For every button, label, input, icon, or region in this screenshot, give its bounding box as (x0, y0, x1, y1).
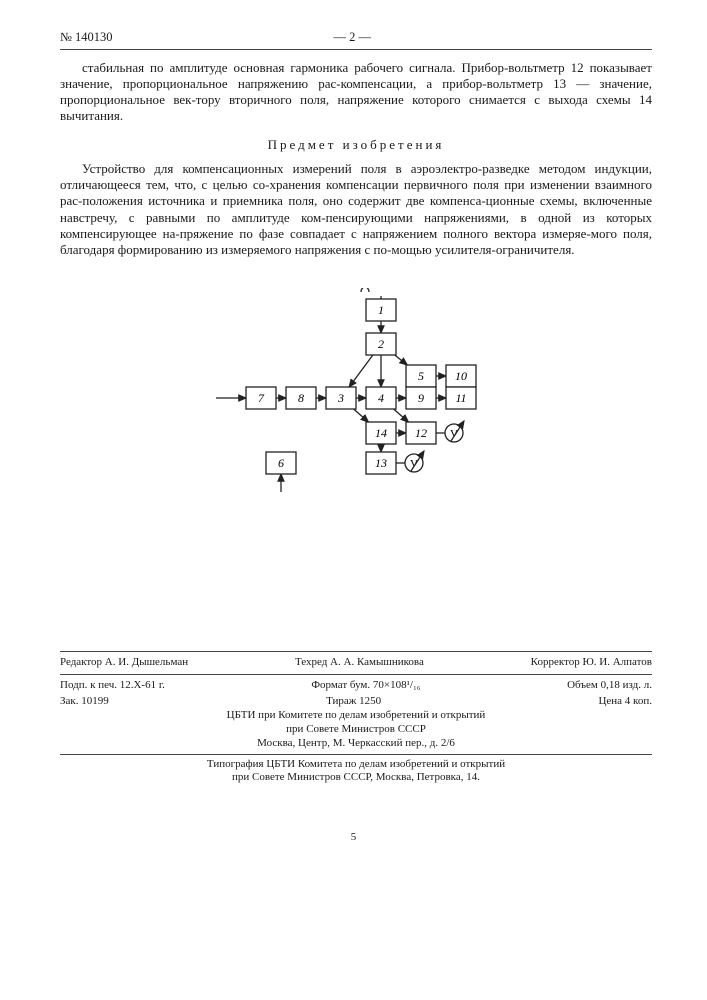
section-title: Предмет изобретения (60, 137, 652, 153)
svg-text:V: V (450, 428, 458, 440)
svg-text:13: 13 (375, 456, 387, 470)
svg-text:V: V (410, 458, 418, 470)
page-marker: — 2 — (334, 30, 372, 46)
paragraph-1: стабильная по амплитуде основная гармони… (60, 60, 652, 125)
org-line-3: Москва, Центр, М. Черкасский пер., д. 2/… (60, 737, 652, 751)
imprint-footer: Редактор А. И. Дышельман Техред А. А. Ка… (60, 648, 652, 785)
paper-format: Формат бум. 70×108¹/₁₆ (311, 679, 420, 693)
svg-text:14: 14 (375, 426, 387, 440)
doc-number: № 140130 (60, 30, 113, 46)
org-line-4: Типография ЦБТИ Комитета по делам изобре… (60, 758, 652, 772)
svg-text:11: 11 (455, 391, 466, 405)
page-header: № 140130 — 2 — (60, 30, 652, 50)
corrector: Корректор Ю. И. Алпатов (531, 656, 652, 670)
paragraph-2: Устройство для компенсационных измерений… (60, 161, 652, 259)
org-line-5: при Совете Министров СССР, Москва, Петро… (60, 771, 652, 785)
volume: Объем 0,18 изд. л. (567, 679, 652, 693)
svg-text:12: 12 (415, 426, 427, 440)
tech-editor: Техред А. А. Камышникова (295, 656, 424, 670)
editor: Редактор А. И. Дышельман (60, 656, 188, 670)
svg-text:4: 4 (378, 391, 384, 405)
svg-text:10: 10 (455, 369, 467, 383)
org-line-2: при Совете Министров СССР (60, 723, 652, 737)
sheet-number: 5 (351, 831, 357, 845)
block-diagram: 1234567891011121314VV (206, 288, 506, 518)
print-date: Подп. к печ. 12.X-61 г. (60, 679, 165, 693)
org-line-1: ЦБТИ при Комитете по делам изобретений и… (60, 709, 652, 723)
svg-text:6: 6 (278, 456, 284, 470)
svg-text:1: 1 (378, 303, 384, 317)
svg-text:5: 5 (418, 369, 424, 383)
svg-text:8: 8 (298, 391, 304, 405)
price: Цена 4 коп. (598, 695, 652, 709)
tirazh: Тираж 1250 (326, 695, 381, 709)
svg-text:2: 2 (378, 337, 384, 351)
order-no: Зак. 10199 (60, 695, 109, 709)
svg-text:7: 7 (258, 391, 265, 405)
svg-text:3: 3 (337, 391, 344, 405)
svg-text:9: 9 (418, 391, 424, 405)
body-text: стабильная по амплитуде основная гармони… (60, 60, 652, 259)
